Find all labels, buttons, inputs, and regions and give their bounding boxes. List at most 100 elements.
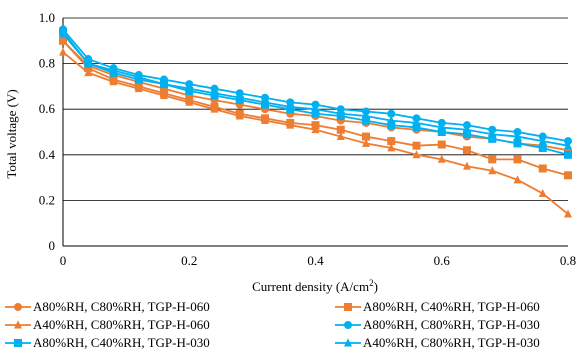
x-axis-label: Current density (A/cm2)	[252, 278, 378, 294]
series-4-point-20	[564, 150, 572, 159]
x-tick-label-1: 0.2	[181, 253, 197, 268]
legend-marker-1	[344, 303, 352, 311]
legend-item-5: A40%RH, C80%RH, TGP-H-030	[335, 335, 540, 350]
y-tick-label-4: 0.8	[39, 56, 55, 71]
series-2-point-2	[109, 77, 118, 86]
series-2-point-14	[412, 150, 421, 159]
legend-label-0: A80%RH, C80%RH, TGP-H-060	[33, 299, 210, 314]
series-1-point-13	[387, 137, 396, 146]
series-1-point-18	[513, 155, 522, 164]
legend-label-4: A80%RH, C40%RH, TGP-H-030	[33, 335, 210, 350]
series-1-point-0	[59, 36, 67, 45]
legend-marker-3	[344, 321, 352, 329]
series-5	[59, 29, 572, 150]
y-tick-label-1: 0.2	[39, 192, 55, 207]
series-2-point-4	[160, 90, 168, 99]
legend-label-3: A80%RH, C80%RH, TGP-H-030	[363, 317, 540, 332]
x-axis-label-end: )	[374, 279, 378, 294]
series-2-point-18	[513, 175, 522, 184]
series-5-point-16	[463, 125, 471, 134]
series-2-point-12	[362, 138, 370, 147]
series-2-point-6	[210, 104, 219, 113]
series-5-point-3	[134, 72, 143, 81]
series-5-point-6	[210, 88, 219, 97]
series-2-point-13	[387, 143, 396, 152]
series-1-point-20	[564, 171, 572, 180]
legend-item-4: A80%RH, C40%RH, TGP-H-030	[5, 335, 210, 350]
legend-label-2: A40%RH, C80%RH, TGP-H-060	[33, 317, 210, 332]
series-4-point-17	[488, 134, 497, 143]
series-4-point-15	[437, 128, 446, 136]
series-2-point-17	[488, 166, 497, 175]
series-1-point-17	[488, 155, 497, 164]
series-1-point-11	[336, 125, 345, 134]
series-1-point-19	[538, 164, 547, 173]
x-axis-label-superscript: 2	[369, 278, 374, 288]
series-5-point-8	[261, 97, 269, 106]
y-tick-label-3: 0.6	[39, 101, 56, 116]
series-5-point-15	[437, 122, 446, 131]
y-axis-label: Total voltage (V)	[4, 89, 19, 178]
legend-marker-5	[344, 338, 352, 347]
series-4-point-18	[513, 139, 522, 148]
legend-label-1: A80%RH, C40%RH, TGP-H-060	[363, 299, 540, 314]
series-1-point-14	[412, 141, 421, 150]
y-tick-label-2: 0.4	[39, 147, 56, 162]
series-5-point-1	[84, 59, 93, 68]
series-4-point-19	[538, 143, 547, 152]
series-5-point-2	[109, 65, 118, 74]
series-5-point-5	[185, 84, 194, 93]
series-5-point-9	[286, 102, 295, 111]
series-4-point-12	[362, 116, 370, 125]
series-2-point-0	[59, 47, 67, 56]
legend-item-1: A80%RH, C40%RH, TGP-H-060	[335, 299, 540, 314]
series-2-point-5	[185, 97, 194, 106]
series-1-point-16	[463, 146, 471, 155]
series-2-point-20	[564, 209, 572, 218]
x-tick-label-3: 0.6	[434, 253, 451, 268]
series-5-point-14	[412, 118, 421, 127]
series-layer	[59, 25, 572, 218]
x-tick-label-2: 0.4	[307, 253, 324, 268]
series-2-point-15	[437, 154, 446, 163]
series-4-point-10	[311, 109, 320, 118]
series-2-point-19	[538, 188, 547, 198]
series-5-point-4	[160, 79, 168, 88]
series-2-point-7	[235, 111, 244, 120]
y-tick-label-0: 0	[49, 238, 56, 253]
series-5-point-20	[564, 141, 572, 150]
legend-marker-2	[14, 320, 22, 329]
series-5-point-19	[538, 136, 547, 145]
series-4-point-13	[387, 121, 396, 130]
x-axis-label-main: Current density (A/cm	[252, 279, 369, 294]
axes	[62, 18, 568, 247]
x-tick-label-4: 0.8	[560, 253, 576, 268]
series-5-point-13	[387, 116, 396, 125]
series-5-point-7	[235, 93, 244, 102]
series-4	[59, 27, 572, 159]
series-2-point-10	[311, 125, 320, 134]
series-2-point-9	[286, 120, 295, 129]
series-5-point-11	[336, 109, 345, 118]
legend-item-3: A80%RH, C80%RH, TGP-H-030	[335, 317, 540, 332]
series-5-point-0	[59, 29, 67, 38]
series-2-point-16	[463, 161, 471, 170]
series-4-point-14	[412, 123, 421, 132]
series-5-point-10	[311, 104, 320, 113]
legend-marker-0	[14, 303, 22, 311]
series-2	[59, 47, 572, 218]
legend-marker-4	[14, 339, 22, 347]
legend-label-5: A40%RH, C80%RH, TGP-H-030	[363, 335, 540, 350]
legend-item-2: A40%RH, C80%RH, TGP-H-060	[5, 317, 210, 332]
legend: A80%RH, C80%RH, TGP-H-060 A80%RH, C40%RH,…	[5, 299, 540, 350]
series-1-point-12	[362, 132, 370, 141]
tick-labels: 0 0.2 0.4 0.6 0.8 1.0 0 0.2 0.4 0.6 0.8	[39, 10, 576, 268]
x-tick-label-0: 0	[60, 253, 67, 268]
legend-item-0: A80%RH, C80%RH, TGP-H-060	[5, 299, 210, 314]
series-5-point-17	[488, 129, 497, 138]
series-2-point-11	[336, 131, 345, 141]
series-2-point-3	[134, 84, 143, 93]
series-1-point-15	[437, 140, 446, 149]
series-3-point-13	[387, 109, 396, 118]
